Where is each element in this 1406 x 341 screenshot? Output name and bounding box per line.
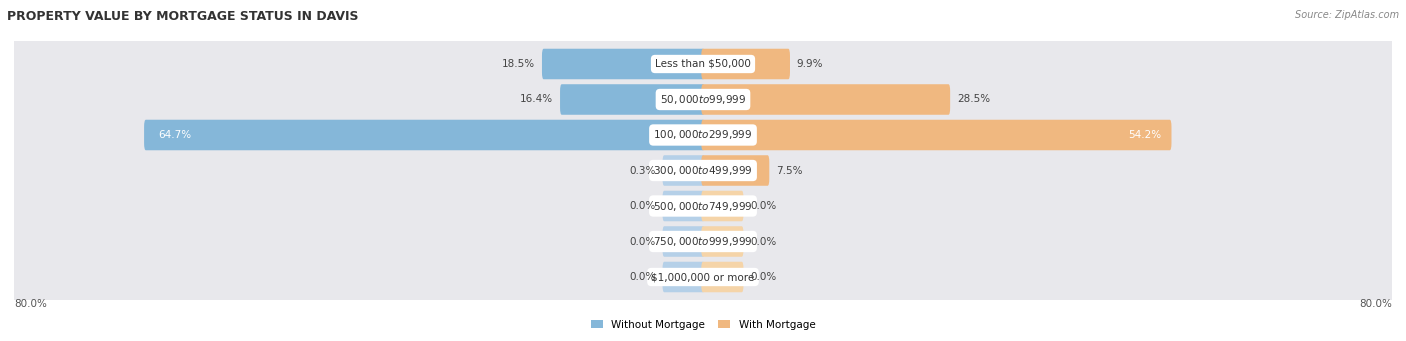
FancyBboxPatch shape xyxy=(702,120,1171,150)
FancyBboxPatch shape xyxy=(702,49,790,79)
Text: 28.5%: 28.5% xyxy=(957,94,990,104)
FancyBboxPatch shape xyxy=(11,181,1395,231)
Text: 18.5%: 18.5% xyxy=(502,59,536,69)
FancyBboxPatch shape xyxy=(662,262,704,292)
FancyBboxPatch shape xyxy=(560,84,704,115)
Text: 0.0%: 0.0% xyxy=(751,201,776,211)
Text: $500,000 to $749,999: $500,000 to $749,999 xyxy=(654,199,752,212)
Text: 0.0%: 0.0% xyxy=(630,237,655,247)
FancyBboxPatch shape xyxy=(702,155,769,186)
Text: 80.0%: 80.0% xyxy=(14,299,46,309)
Text: $50,000 to $99,999: $50,000 to $99,999 xyxy=(659,93,747,106)
Text: 54.2%: 54.2% xyxy=(1128,130,1161,140)
Text: $1,000,000 or more: $1,000,000 or more xyxy=(651,272,755,282)
Text: PROPERTY VALUE BY MORTGAGE STATUS IN DAVIS: PROPERTY VALUE BY MORTGAGE STATUS IN DAV… xyxy=(7,10,359,23)
Text: 9.9%: 9.9% xyxy=(797,59,824,69)
Text: 0.3%: 0.3% xyxy=(630,165,655,176)
Text: Less than $50,000: Less than $50,000 xyxy=(655,59,751,69)
FancyBboxPatch shape xyxy=(11,146,1395,195)
Text: $100,000 to $299,999: $100,000 to $299,999 xyxy=(654,129,752,142)
FancyBboxPatch shape xyxy=(702,84,950,115)
FancyBboxPatch shape xyxy=(662,191,704,221)
Text: 64.7%: 64.7% xyxy=(159,130,191,140)
Text: 0.0%: 0.0% xyxy=(751,272,776,282)
Text: 0.0%: 0.0% xyxy=(630,201,655,211)
Text: 0.0%: 0.0% xyxy=(751,237,776,247)
FancyBboxPatch shape xyxy=(662,226,704,257)
Text: 16.4%: 16.4% xyxy=(520,94,553,104)
FancyBboxPatch shape xyxy=(143,120,704,150)
FancyBboxPatch shape xyxy=(11,110,1395,160)
Text: 0.0%: 0.0% xyxy=(630,272,655,282)
FancyBboxPatch shape xyxy=(662,155,704,186)
FancyBboxPatch shape xyxy=(11,217,1395,266)
FancyBboxPatch shape xyxy=(702,262,744,292)
FancyBboxPatch shape xyxy=(702,191,744,221)
Text: 7.5%: 7.5% xyxy=(776,165,803,176)
FancyBboxPatch shape xyxy=(702,226,744,257)
FancyBboxPatch shape xyxy=(11,252,1395,301)
Text: 80.0%: 80.0% xyxy=(1360,299,1392,309)
Text: $300,000 to $499,999: $300,000 to $499,999 xyxy=(654,164,752,177)
FancyBboxPatch shape xyxy=(541,49,704,79)
Text: $750,000 to $999,999: $750,000 to $999,999 xyxy=(654,235,752,248)
Legend: Without Mortgage, With Mortgage: Without Mortgage, With Mortgage xyxy=(586,315,820,334)
FancyBboxPatch shape xyxy=(11,40,1395,89)
FancyBboxPatch shape xyxy=(11,75,1395,124)
Text: Source: ZipAtlas.com: Source: ZipAtlas.com xyxy=(1295,10,1399,20)
